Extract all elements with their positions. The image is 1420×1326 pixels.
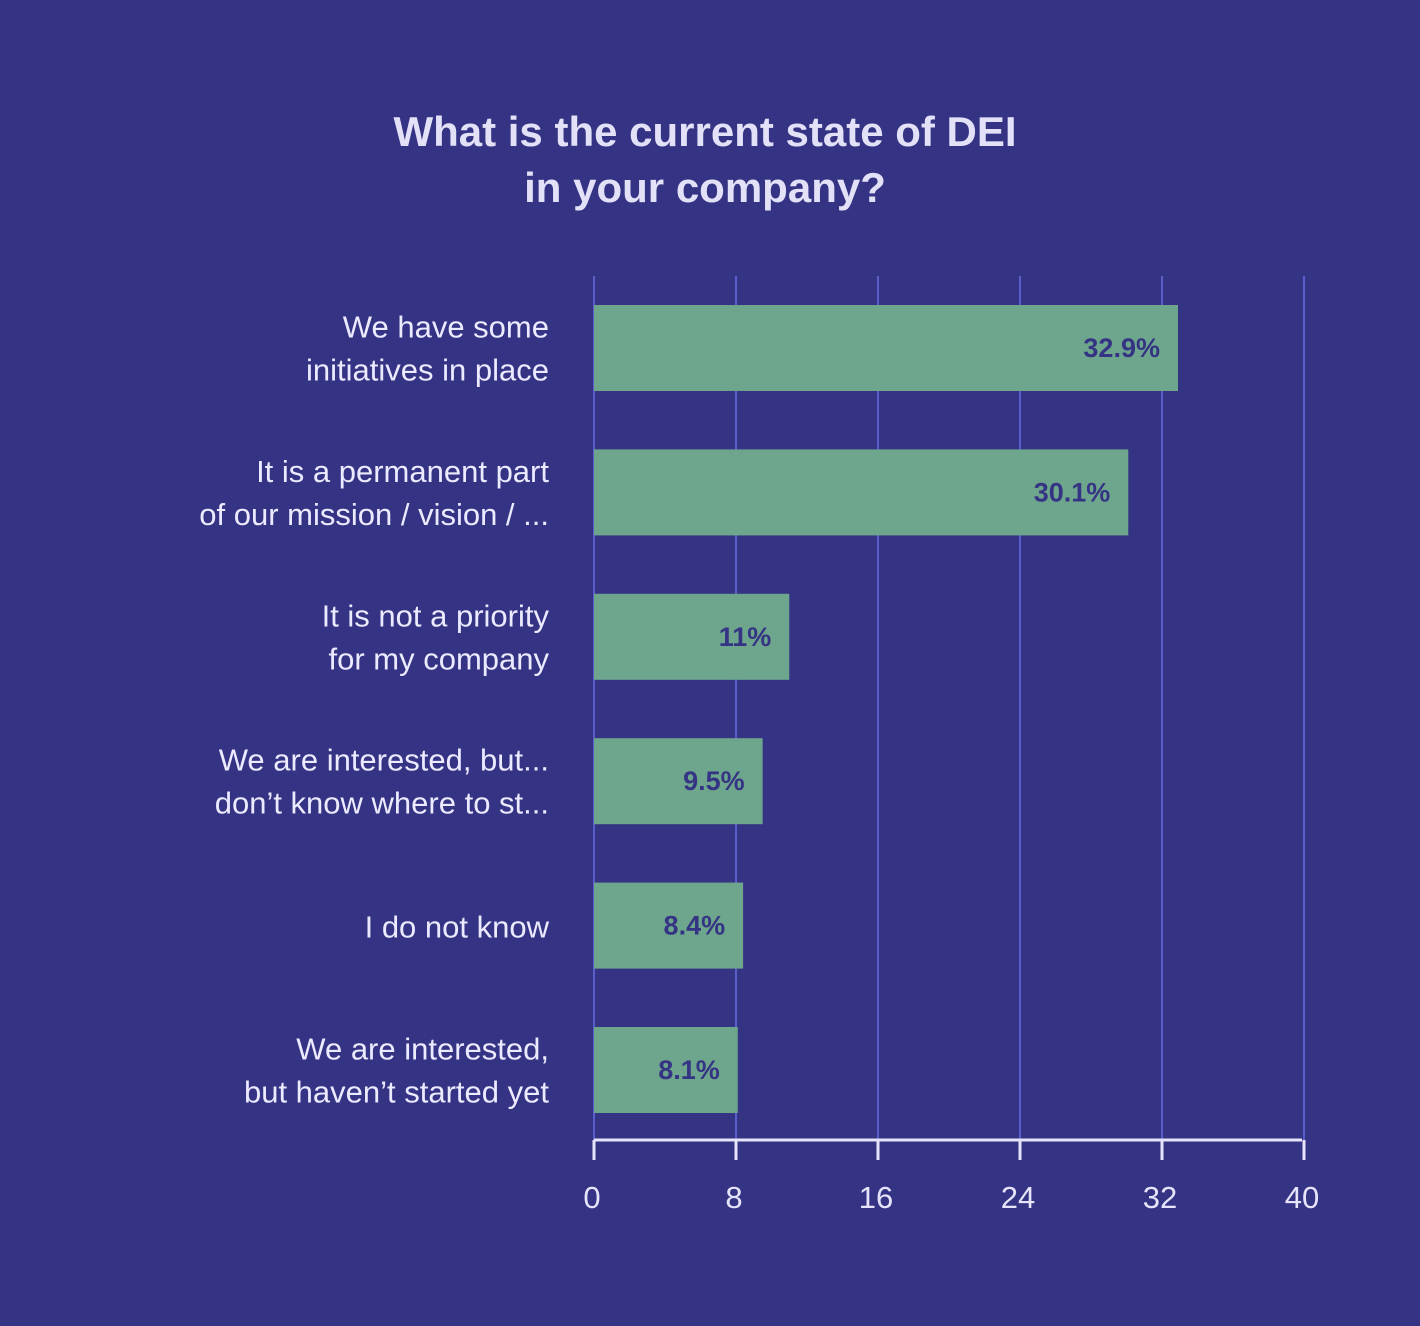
category-label: It is not a priority	[322, 598, 550, 633]
category-label: We have some	[343, 310, 549, 345]
value-label: 8.4%	[664, 911, 726, 941]
value-label: 30.1%	[1034, 477, 1111, 507]
value-label: 8.1%	[658, 1055, 720, 1085]
bar	[594, 593, 790, 680]
category-label: of our mission / vision / ...	[199, 497, 549, 532]
x-tick-label: 24	[1001, 1180, 1035, 1215]
bar	[594, 1027, 738, 1113]
category-label: It is a permanent part	[256, 454, 549, 489]
x-tick-label: 32	[1143, 1180, 1177, 1215]
bar	[594, 305, 1178, 391]
category-label: but haven’t started yet	[244, 1075, 549, 1110]
category-label: We are interested, but...	[219, 743, 549, 778]
category-label: don’t know where to st...	[215, 786, 549, 821]
x-tick-label: 8	[725, 1180, 742, 1215]
x-tick-label: 40	[1285, 1180, 1319, 1215]
bar	[594, 449, 1129, 536]
chart-title: What is the current state of DEI in your…	[0, 104, 1410, 216]
value-label: 32.9%	[1083, 333, 1160, 363]
bar	[594, 738, 763, 825]
category-label: We are interested,	[296, 1032, 549, 1067]
value-label: 11%	[719, 622, 772, 652]
x-tick-label: 0	[583, 1180, 600, 1215]
chart-title-line-1: What is the current state of DEI	[393, 108, 1017, 155]
chart-title-line-2: in your company?	[524, 164, 886, 211]
category-label: initiatives in place	[306, 353, 549, 388]
category-label: I do not know	[365, 910, 550, 945]
x-tick-label: 16	[859, 1180, 893, 1215]
category-label: for my company	[328, 641, 549, 676]
value-label: 9.5%	[683, 766, 745, 796]
bar	[594, 882, 744, 969]
